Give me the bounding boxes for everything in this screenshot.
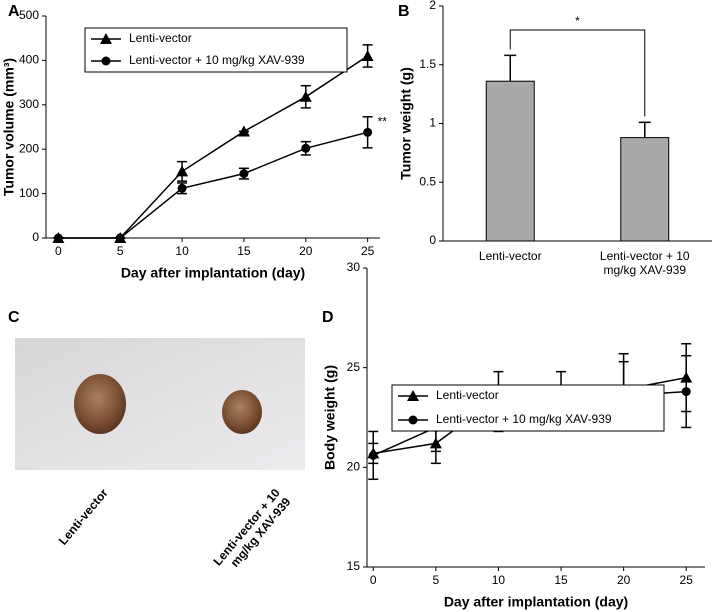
data-point: [301, 143, 311, 153]
tumor-photo: [222, 390, 262, 434]
x-tick-label: Lenti-vector + 10 mg/kg XAV-939: [599, 249, 690, 277]
x-tick-label: 5: [433, 573, 440, 587]
x-axis-label: Day after implantation (day): [444, 594, 628, 610]
panel-letter: C: [8, 309, 20, 326]
x-tick-label: 0: [370, 573, 377, 587]
bar: [485, 80, 535, 242]
panel-letter: B: [398, 3, 410, 20]
y-tick-label: 2: [429, 0, 436, 12]
y-tick-label: 500: [19, 8, 39, 22]
x-tick-label: 10: [492, 573, 506, 587]
legend-label: Lenti-vector + 10 mg/kg XAV-939: [436, 412, 612, 426]
y-axis-label: Body weight (g): [322, 365, 338, 470]
data-point: [176, 165, 189, 177]
y-axis-label: Tumor volume (mm³): [1, 58, 17, 196]
y-tick-label: 0.5: [419, 174, 436, 188]
y-tick-label: 25: [347, 360, 361, 374]
legend-marker: [407, 390, 419, 401]
panel-letter: A: [8, 3, 20, 20]
legend-label: Lenti-vector: [129, 31, 192, 45]
y-tick-label: 200: [19, 141, 39, 155]
x-axis-label: Day after implantation (day): [121, 265, 305, 281]
tumor-photo: [74, 374, 126, 434]
x-tick-label: 20: [299, 244, 313, 258]
legend-label: Lenti-vector: [436, 388, 499, 402]
data-point: [177, 183, 187, 193]
y-tick-label: 20: [347, 460, 361, 474]
bar: [620, 137, 670, 242]
data-point: [681, 387, 691, 397]
legend-box: [84, 27, 348, 73]
y-tick-label: 400: [19, 53, 39, 67]
significance-bracket: [509, 29, 646, 117]
significance-label: **: [378, 114, 388, 128]
series-line: [58, 55, 369, 239]
significance-label: *: [575, 14, 580, 28]
series-line: [58, 131, 368, 239]
y-tick-label: 0: [32, 230, 39, 244]
data-point: [363, 127, 373, 137]
data-point: [115, 233, 125, 243]
y-tick-label: 100: [19, 186, 39, 200]
x-tick-label: 15: [554, 573, 568, 587]
y-tick-label: 0: [429, 233, 436, 247]
x-tick-label: 0: [55, 244, 62, 258]
x-tick-label: 25: [680, 573, 694, 587]
legend-label: Lenti-vector + 10 mg/kg XAV-939: [129, 53, 305, 67]
x-tick-label: 10: [175, 244, 189, 258]
panel-letter: D: [322, 309, 334, 326]
data-point: [361, 49, 374, 61]
x-tick-label: 25: [361, 244, 375, 258]
x-tick-label: 5: [117, 244, 124, 258]
y-axis-label: Tumor weight (g): [398, 67, 414, 180]
legend-box: [391, 384, 665, 432]
data-point: [368, 450, 378, 460]
y-tick-label: 1: [429, 116, 436, 130]
data-point: [237, 125, 250, 137]
photo: [15, 338, 305, 470]
legend-marker: [101, 56, 111, 66]
x-tick-label: 20: [617, 573, 631, 587]
x-tick-label: Lenti-vector: [478, 249, 542, 263]
x-tick-label: 15: [237, 244, 251, 258]
data-point: [239, 169, 249, 179]
data-point: [299, 90, 312, 102]
legend-marker: [408, 415, 418, 425]
legend-marker: [100, 33, 112, 44]
data-point: [53, 233, 63, 243]
y-tick-label: 300: [19, 97, 39, 111]
y-tick-label: 1.5: [419, 57, 436, 71]
y-tick-label: 15: [347, 559, 361, 573]
y-tick-label: 30: [347, 260, 361, 274]
